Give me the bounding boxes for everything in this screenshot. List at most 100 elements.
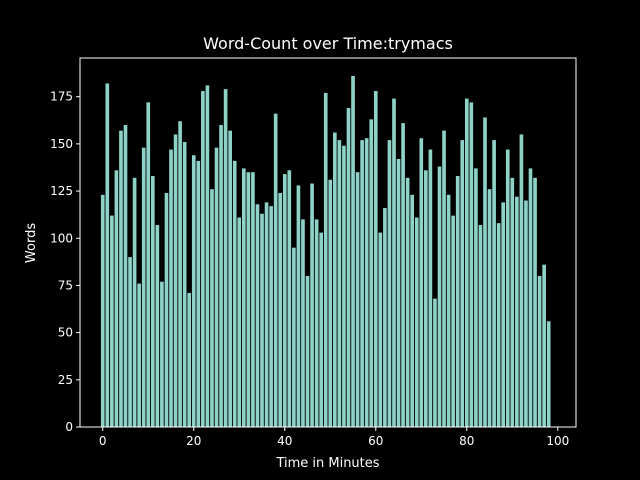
bar [223, 89, 228, 427]
bar [128, 257, 132, 427]
bar [214, 147, 219, 427]
bar [387, 140, 392, 427]
bar [169, 149, 173, 427]
bar [305, 276, 310, 427]
bar [150, 175, 155, 427]
bar [474, 168, 478, 428]
bar [160, 281, 164, 427]
y-tick-label: 100 [50, 231, 73, 245]
chart-title: Word-Count over Time:trymacs [203, 34, 453, 53]
bar [301, 219, 305, 427]
bar [410, 194, 415, 427]
bar [464, 98, 469, 427]
bar [528, 168, 533, 428]
bar [282, 174, 287, 427]
bar [146, 102, 151, 427]
bar [164, 192, 169, 427]
bar [201, 91, 205, 427]
bar [119, 130, 123, 427]
bar [369, 119, 374, 427]
plot-frame [79, 57, 577, 428]
bar [232, 160, 237, 427]
bar [100, 194, 105, 427]
bar [182, 141, 187, 428]
bar [478, 225, 483, 427]
bar [296, 185, 301, 427]
bar [323, 92, 328, 428]
bar [110, 215, 114, 427]
x-tick-label: 100 [546, 434, 569, 448]
bar [355, 172, 360, 427]
bar [205, 85, 210, 427]
bar [269, 206, 273, 427]
bar [260, 213, 264, 427]
x-tick-label: 20 [186, 434, 201, 448]
bar [173, 134, 178, 428]
bar [255, 204, 260, 427]
bar [405, 177, 410, 427]
bar [196, 160, 201, 427]
bar [251, 172, 255, 427]
bar [524, 200, 528, 427]
bar [483, 117, 487, 427]
bar [114, 170, 119, 427]
bar [310, 183, 314, 427]
bar [105, 83, 110, 427]
bar [487, 189, 492, 427]
bar [537, 276, 542, 427]
bar [273, 113, 278, 428]
bar [360, 140, 364, 427]
bar [132, 177, 137, 427]
bar [378, 232, 383, 427]
bar [419, 138, 424, 427]
bar [292, 247, 296, 427]
y-tick-label: 50 [58, 326, 73, 340]
bar [123, 125, 128, 427]
bar [446, 194, 451, 427]
bar [346, 108, 351, 427]
bar [451, 215, 455, 427]
bar [351, 75, 355, 428]
bar [414, 217, 419, 427]
bar [433, 298, 437, 427]
y-tick-label: 125 [50, 184, 73, 198]
x-tick-label: 40 [277, 434, 292, 448]
bar [515, 196, 519, 427]
bar [241, 168, 246, 428]
x-tick-label: 60 [368, 434, 383, 448]
bar [469, 102, 474, 427]
bar [392, 98, 396, 427]
bar [191, 155, 196, 428]
bar [342, 145, 346, 427]
y-tick-label: 75 [58, 278, 73, 292]
bar [424, 170, 428, 427]
bar [278, 192, 283, 427]
x-axis-label: Time in Minutes [275, 456, 379, 471]
bar [396, 158, 401, 427]
bar [364, 138, 369, 427]
bar [519, 134, 524, 428]
bar [141, 147, 146, 427]
bar [246, 172, 251, 427]
x-tick-label: 80 [459, 434, 474, 448]
bar [510, 177, 515, 427]
bar [155, 225, 160, 427]
bar [442, 130, 446, 427]
bar [319, 232, 323, 427]
bar [496, 223, 501, 427]
bar [542, 264, 546, 427]
bar [337, 140, 342, 427]
bar [505, 149, 510, 427]
bar [333, 132, 337, 427]
bar [383, 208, 387, 427]
bar [137, 283, 141, 427]
bar [546, 321, 551, 427]
bar [314, 219, 319, 427]
bar [501, 202, 506, 427]
y-tick-label: 25 [58, 373, 73, 387]
y-axis-label: Words [24, 223, 39, 263]
y-tick-label: 150 [50, 137, 73, 151]
bar [187, 292, 192, 427]
bar [210, 189, 214, 427]
